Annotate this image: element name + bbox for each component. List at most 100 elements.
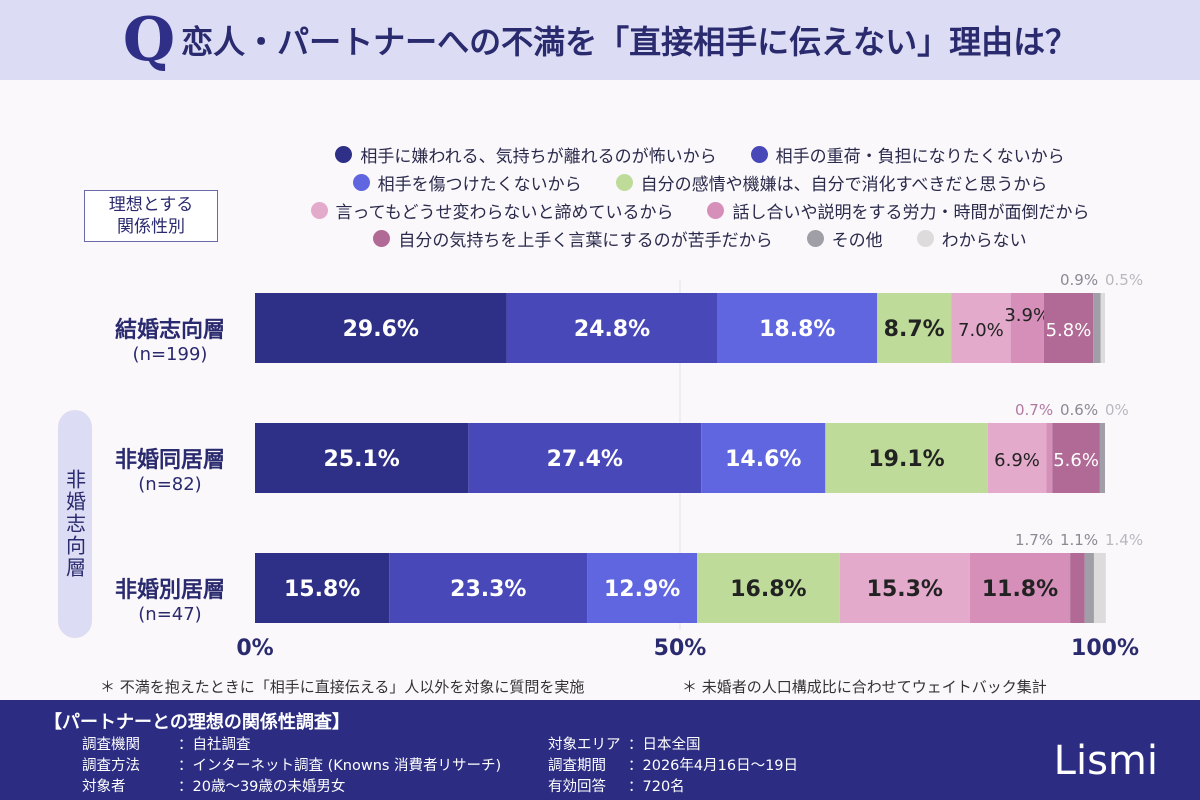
data-label: 0.9% xyxy=(1060,271,1098,289)
data-label: 29.6% xyxy=(343,317,419,342)
x-tick: 100% xyxy=(1071,636,1139,661)
data-label: 24.8% xyxy=(574,317,650,342)
data-label: 1.4% xyxy=(1105,531,1143,549)
bar-segment xyxy=(877,293,952,363)
bar-segment xyxy=(255,423,469,493)
bar-segment xyxy=(697,553,840,623)
bar-segment xyxy=(701,423,826,493)
legend-dot xyxy=(310,201,328,219)
bar-segment xyxy=(255,293,507,363)
legend-item: 自分の気持ちを上手く言葉にするのが苦手だから xyxy=(373,226,773,251)
data-label: 23.3% xyxy=(450,577,526,602)
legend-dot xyxy=(352,173,370,191)
bar-segment xyxy=(1093,553,1106,623)
legend-label: 自分の気持ちを上手く言葉にするのが苦手だから xyxy=(398,230,773,251)
page-title: 恋人・パートナーへの不満を「直接相手に伝えない」理由は？ xyxy=(181,23,1078,61)
legend-item: 相手に嫌われる、気持ちが離れるのが怖いから xyxy=(335,142,717,167)
data-label: 14.6% xyxy=(725,447,801,472)
legend-dot xyxy=(806,229,824,247)
data-label: 12.9% xyxy=(604,577,680,602)
legend-item: その他 xyxy=(806,226,883,251)
group-label: 非婚志向層 xyxy=(58,410,92,638)
category-box-line: 理想とする xyxy=(108,195,194,215)
bar-segment xyxy=(717,293,878,363)
bar-segment xyxy=(987,423,1047,493)
data-label: 0.5% xyxy=(1105,271,1143,289)
bar-segment xyxy=(389,553,588,623)
category-box: 理想とする 関係性別 xyxy=(84,190,218,242)
category-box-line: 関係性別 xyxy=(117,217,185,237)
legend-item: 相手を傷つけたくないから xyxy=(352,170,582,195)
footer: 【パートナーとの理想の関係性調査】 調査機関 ：自社調査 調査方法 ：インターネット… xyxy=(0,700,1200,800)
bar-segment xyxy=(1046,423,1053,493)
bar-segment xyxy=(506,293,718,363)
header: Q 恋人・パートナーへの不満を「直接相手に伝えない」理由は？ xyxy=(0,0,1200,80)
legend-item: 言ってもどうせ変わらないと諦めているから xyxy=(310,198,674,223)
legend-label: 相手の重荷・負担になりたくないから xyxy=(775,146,1065,167)
data-label: 1.7% xyxy=(1015,531,1053,549)
data-label: 18.8% xyxy=(759,317,835,342)
data-label: 11.8% xyxy=(982,577,1058,602)
survey-info-left: 調査機関 ：自社調査 調査方法 ：インターネット調査 (Knowns 消費者リサーチ… xyxy=(82,737,502,795)
data-label: 8.7% xyxy=(884,317,945,342)
legend-label: 話し合いや説明をする労力・時間が面倒だから xyxy=(732,202,1090,223)
data-label: 7.0% xyxy=(958,320,1004,341)
legend-dot xyxy=(707,201,725,219)
note: ＊ 未婚者の人口構成比に合わせてウェイトバック集計 xyxy=(682,678,1047,696)
legend: 相手に嫌われる、気持ちが離れるのが怖いから 相手の重荷・負担になりたくないから相手… xyxy=(260,140,1140,252)
x-tick: 50% xyxy=(653,636,707,661)
data-label: 27.4% xyxy=(547,447,623,472)
bar-segment xyxy=(468,423,702,493)
bar-segment xyxy=(951,293,1011,363)
row-label: 非婚別居層 (n=47) xyxy=(114,578,225,625)
legend-label: 相手を傷つけたくないから xyxy=(377,174,582,195)
legend-label: その他 xyxy=(831,230,883,251)
data-label: 0.6% xyxy=(1060,401,1098,419)
footer-title: 【パートナーとの理想の関係性調査】 xyxy=(44,712,350,733)
survey-info-right: 対象エリア ：日本全国 調査期間 ：2026年4月16日～19日 有効回答 ：720名 xyxy=(548,737,799,795)
legend-item: 相手の重荷・負担になりたくないから xyxy=(750,142,1065,167)
legend-dot xyxy=(335,145,353,163)
bar-segment xyxy=(1070,553,1085,623)
data-label: 0.7% xyxy=(1015,401,1053,419)
lismi-logo: Lismi xyxy=(1053,738,1158,784)
data-label: 19.1% xyxy=(868,447,944,472)
legend-item: 話し合いや説明をする労力・時間が面倒だから xyxy=(707,198,1089,223)
bar-segment xyxy=(839,553,970,623)
data-label: 3.9% xyxy=(1004,305,1050,326)
bar-segment xyxy=(1043,293,1094,363)
legend-label: 言ってもどうせ変わらないと諦めているから xyxy=(335,202,674,223)
data-label: 0% xyxy=(1105,401,1129,419)
stacked-bar-chart: 29.6% 24.8% 18.8% 8.7% 7.0%3.9%5.8% 0.9% 0.5% 2… xyxy=(255,271,1143,630)
data-label: 25.1% xyxy=(324,447,400,472)
data-label: 5.6% xyxy=(1053,450,1099,471)
legend-item: わからない xyxy=(916,226,1027,251)
data-label: 5.8% xyxy=(1046,320,1092,341)
legend-label: わからない xyxy=(941,230,1027,251)
data-label: 1.1% xyxy=(1060,531,1098,549)
legend-dot xyxy=(750,145,768,163)
bar-segment xyxy=(255,553,390,623)
bar-segment xyxy=(969,553,1071,623)
data-label: 16.8% xyxy=(730,577,806,602)
bar-segment xyxy=(1052,423,1100,493)
bar-segment xyxy=(587,553,697,623)
legend-label: 相手に嫌われる、気持ちが離れるのが怖いから xyxy=(360,146,717,167)
note: ＊ 不満を抱えたときに「相手に直接伝える」人以外を対象に質問を実施 xyxy=(100,678,585,696)
data-label: 6.9% xyxy=(994,450,1040,471)
bar-segment xyxy=(825,423,988,493)
legend-dot xyxy=(615,173,633,191)
x-tick: 0% xyxy=(236,636,274,661)
q-logo: Q xyxy=(122,5,176,75)
data-label: 15.8% xyxy=(284,577,360,602)
bar-segment xyxy=(1099,423,1105,493)
legend-dot xyxy=(373,229,391,247)
data-label: 15.3% xyxy=(867,577,943,602)
legend-dot xyxy=(916,229,934,247)
bar-segment xyxy=(1100,293,1105,363)
legend-label: 自分の感情や機嫌は、自分で消化すべきだと思うから xyxy=(640,174,1048,195)
row-label: 非婚同居層 (n=82) xyxy=(114,448,225,495)
legend-item: 自分の感情や機嫌は、自分で消化すべきだと思うから xyxy=(615,170,1048,195)
bar-segment xyxy=(1010,293,1044,363)
row-label: 結婚志向層 (n=199) xyxy=(114,318,225,365)
